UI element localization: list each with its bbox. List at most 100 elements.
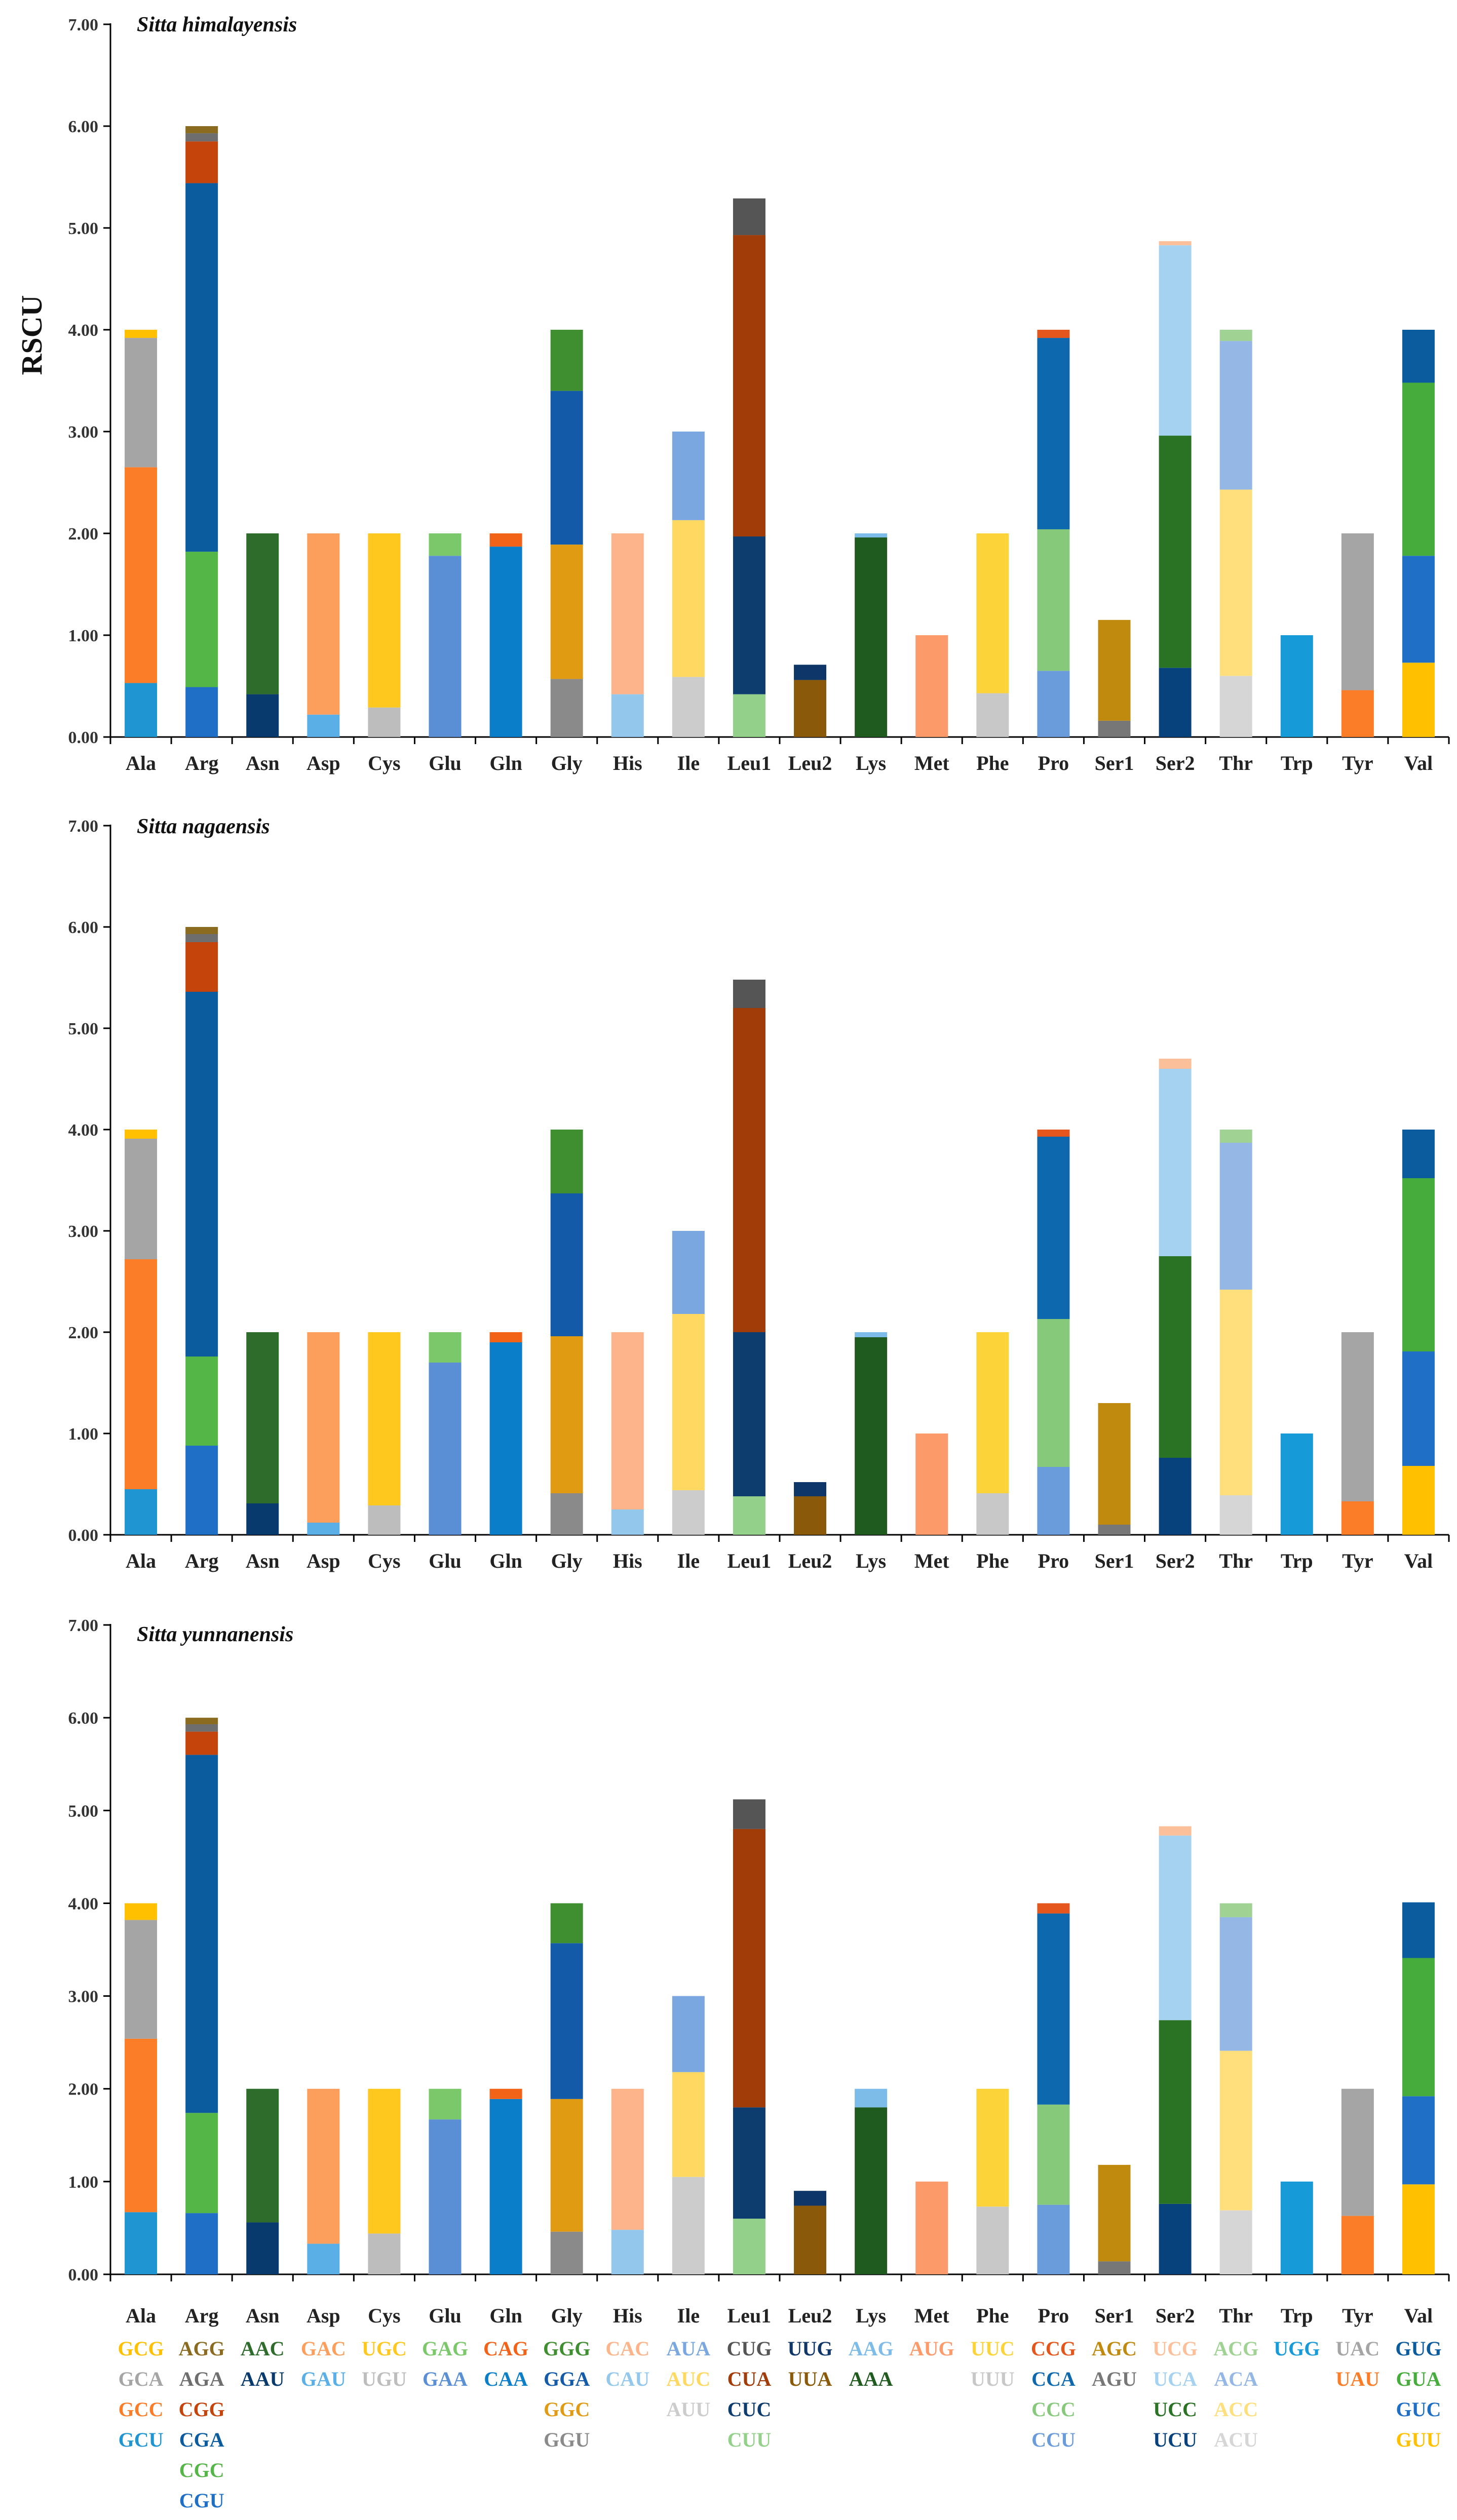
- codon-label: UUG: [788, 2337, 833, 2360]
- x-tick-label: Leu1: [727, 752, 772, 774]
- bar-segment-cys-ugc: [368, 1332, 401, 1505]
- bar-segment-arg-cgu: [185, 687, 218, 737]
- bar-segment-pro-cca: [1037, 338, 1070, 529]
- y-tick-label: 2.00: [68, 2080, 99, 2099]
- x-tick-label: Ser1: [1095, 2304, 1134, 2327]
- bar-segment-arg-cga: [185, 183, 218, 552]
- bar-segment-ser1-agu: [1098, 1525, 1131, 1535]
- x-tick-label: Glu: [429, 2304, 461, 2327]
- bar-segment-arg-aga: [185, 934, 218, 942]
- bar-segment-asn-aac: [246, 1332, 279, 1503]
- bar-segment-ser2-ucc: [1159, 1256, 1192, 1458]
- x-tick-label: Gly: [551, 752, 583, 774]
- bar-segment-met-aug: [915, 2181, 948, 2274]
- codon-label: AAA: [849, 2368, 893, 2390]
- bar-segment-ser2-ucg: [1159, 1826, 1192, 1836]
- bar-segment-arg-cga: [185, 1755, 218, 2113]
- x-tick-label: Pro: [1038, 752, 1069, 774]
- bar-segment-pro-cca: [1037, 1137, 1070, 1319]
- bar-segment-gly-ggu: [550, 1493, 583, 1535]
- y-tick-label: 7.00: [68, 817, 99, 836]
- bar-segment-asp-gau: [307, 1523, 340, 1535]
- bar-segment-pro-ccg: [1037, 1130, 1070, 1137]
- codon-label: UAC: [1336, 2337, 1380, 2360]
- x-tick-label: Tyr: [1342, 1549, 1373, 1572]
- x-tick-label: Ser2: [1156, 1549, 1195, 1572]
- x-tick-label: Glu: [429, 1549, 461, 1572]
- y-tick-label: 3.00: [68, 423, 99, 442]
- bar-segment-gly-gga: [550, 1193, 583, 1336]
- x-tick-label: Glu: [429, 752, 461, 774]
- x-tick-label: Ala: [126, 752, 156, 774]
- bar-segment-asn-aac: [246, 533, 279, 694]
- bar-segment-pro-ccu: [1037, 671, 1070, 737]
- codon-label: CGU: [179, 2489, 224, 2512]
- x-tick-label: Lys: [856, 2304, 886, 2327]
- codon-label: GUU: [1396, 2428, 1441, 2451]
- bar-segment-leu1-cua: [733, 1008, 765, 1332]
- y-tick-label: 7.00: [68, 16, 99, 34]
- bar-segment-gly-ggg: [550, 1903, 583, 1944]
- bar-segment-ala-gca: [125, 338, 158, 468]
- x-tick-label: Gln: [489, 752, 522, 774]
- bar-segment-ser2-uca: [1159, 245, 1192, 436]
- codon-label: CCC: [1031, 2398, 1076, 2421]
- bar-segment-arg-cgg: [185, 942, 218, 992]
- bar-segment-gln-cag: [489, 1332, 522, 1342]
- codon-label: AUC: [667, 2368, 711, 2390]
- bar-segment-gln-caa: [489, 547, 522, 737]
- bar-segment-his-cac: [611, 533, 644, 694]
- bar-segment-glu-gag: [429, 2088, 462, 2120]
- bar-segment-his-cac: [611, 2088, 644, 2230]
- bar-segment-ser1-agc: [1098, 1403, 1131, 1525]
- bar-segment-ser2-ucu: [1159, 2203, 1192, 2274]
- x-tick-label: Ile: [677, 752, 700, 774]
- codon-label: GUG: [1395, 2337, 1441, 2360]
- x-tick-label: Met: [914, 1549, 950, 1572]
- x-tick-label: Thr: [1219, 752, 1253, 774]
- x-tick-label: Val: [1404, 2304, 1433, 2327]
- chart-panel-2: 0.00 1.00 2.00 3.00 4.00 5.00 6.00 7.00 Sitta na…: [68, 815, 1450, 1572]
- codon-label: GCU: [119, 2428, 164, 2451]
- bar-segment-arg-aga: [185, 1724, 218, 1732]
- bar-segment-met-aug: [915, 1433, 948, 1535]
- codon-label: CAA: [484, 2368, 528, 2390]
- bar-segment-trp-ugg: [1280, 2181, 1313, 2274]
- codon-label: GAG: [422, 2337, 468, 2360]
- x-tick-label: Ile: [677, 1549, 700, 1572]
- bar-segment-thr-acc: [1219, 489, 1252, 676]
- bar-segment-leu1-cug: [733, 198, 765, 236]
- bar-segment-val-gug: [1402, 1130, 1435, 1178]
- x-tick-label: His: [613, 1549, 642, 1572]
- bar-segment-thr-aca: [1219, 1917, 1252, 2051]
- codon-label: AUA: [667, 2337, 711, 2360]
- y-tick-label: 1.00: [68, 627, 99, 645]
- bar-segment-cys-ugc: [368, 2088, 401, 2234]
- bar-segment-ser2-ucg: [1159, 1059, 1192, 1069]
- codon-label: AAC: [241, 2337, 285, 2360]
- codon-label: CUU: [727, 2428, 772, 2451]
- bar-segment-leu1-cuu: [733, 1496, 765, 1535]
- bar-segment-asp-gau: [307, 714, 340, 737]
- bar-segment-ala-gca: [125, 1920, 158, 2039]
- x-tick-label: Ser1: [1095, 1549, 1134, 1572]
- bar-segment-ala-gcg: [125, 330, 158, 338]
- bar-segment-gly-gga: [550, 391, 583, 545]
- bar-segment-his-cau: [611, 2230, 644, 2274]
- bar-segment-thr-acu: [1219, 676, 1252, 737]
- bar-segment-cys-ugu: [368, 1505, 401, 1535]
- codon-label: UUA: [788, 2368, 832, 2390]
- bar-segment-gly-ggg: [550, 1130, 583, 1193]
- bar-segment-trp-ugg: [1280, 635, 1313, 737]
- bar-segment-ile-aua: [672, 1996, 705, 2072]
- codon-label: CCU: [1031, 2428, 1076, 2451]
- x-tick-label: Lys: [856, 752, 886, 774]
- x-tick-label: Asp: [306, 752, 340, 774]
- x-tick-label: Arg: [185, 1549, 219, 1572]
- bar-segment-val-guu: [1402, 2184, 1435, 2274]
- codon-label: ACG: [1213, 2337, 1258, 2360]
- chart-title: Sitta nagaensis: [137, 815, 270, 838]
- codon-label: AGC: [1092, 2337, 1137, 2360]
- bar-segment-gly-gga: [550, 1943, 583, 2099]
- bar-segment-thr-acg: [1219, 1903, 1252, 1917]
